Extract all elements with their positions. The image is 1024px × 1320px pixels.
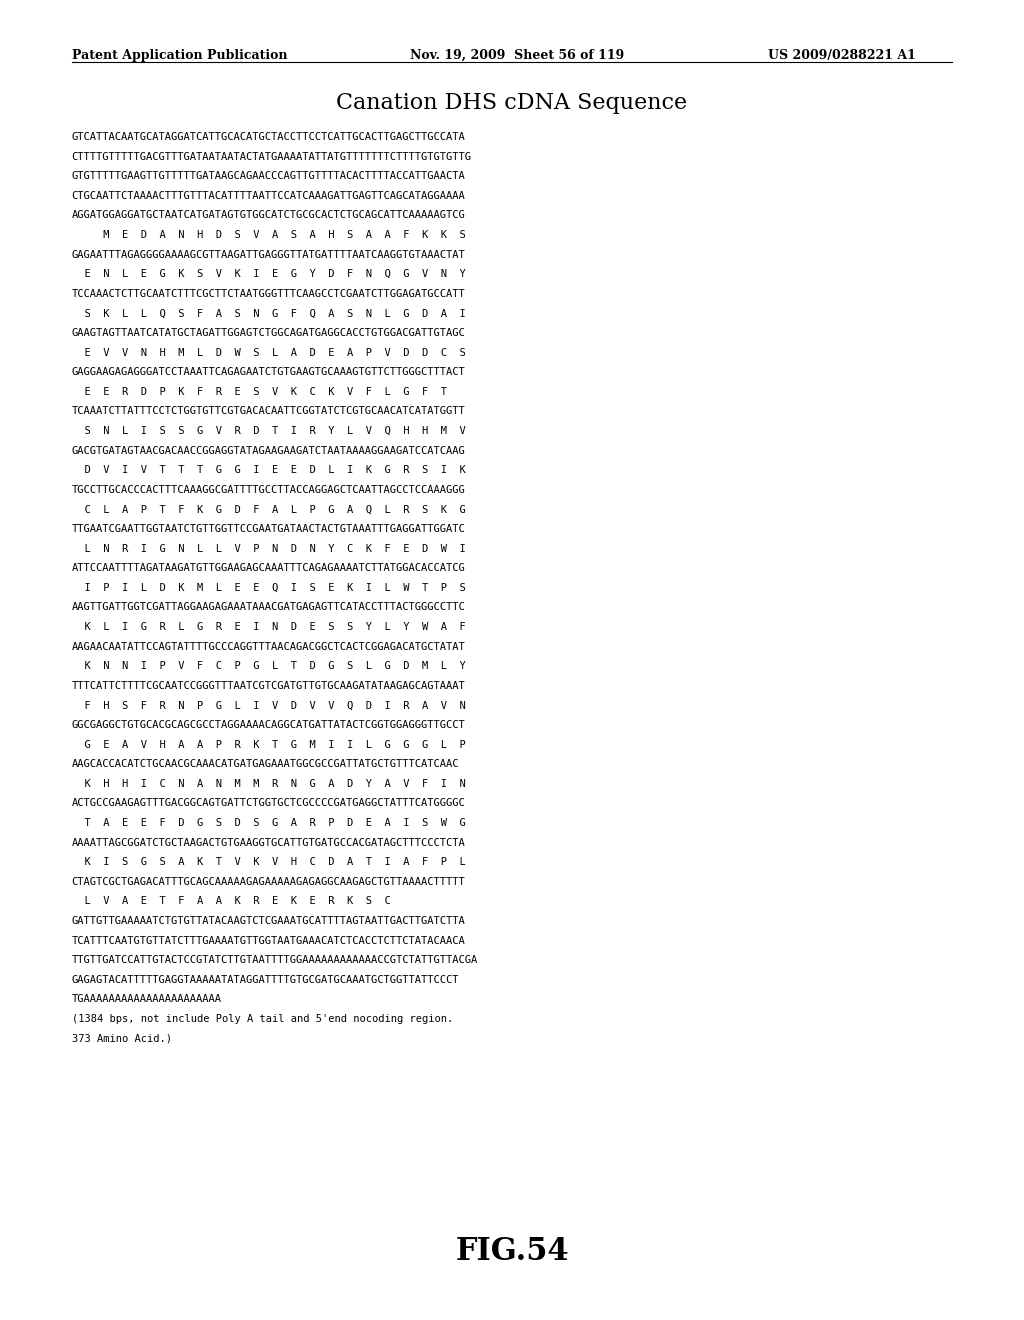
Text: Nov. 19, 2009  Sheet 56 of 119: Nov. 19, 2009 Sheet 56 of 119 bbox=[410, 49, 624, 62]
Text: Patent Application Publication: Patent Application Publication bbox=[72, 49, 287, 62]
Text: CTAGTCGCTGAGACATTTGCAGCAAAAAGAGAAAAAGAGAGGCAAGAGCTGTTAAAACTTTTT: CTAGTCGCTGAGACATTTGCAGCAAAAAGAGAAAAAGAGA… bbox=[72, 876, 466, 887]
Text: FIG.54: FIG.54 bbox=[456, 1237, 568, 1267]
Text: TCAAATCTTATTTCCTCTGGTGTTCGTGACACAATTCGGTATCTCGTGCAACATCATATGGTT: TCAAATCTTATTTCCTCTGGTGTTCGTGACACAATTCGGT… bbox=[72, 407, 466, 416]
Text: I  P  I  L  D  K  M  L  E  E  Q  I  S  E  K  I  L  W  T  P  S: I P I L D K M L E E Q I S E K I L W T P … bbox=[72, 583, 466, 593]
Text: G  E  A  V  H  A  A  P  R  K  T  G  M  I  I  L  G  G  G  L  P: G E A V H A A P R K T G M I I L G G G L … bbox=[72, 739, 466, 750]
Text: GAGGAAGAGAGGGATCCTAAATTCAGAGAATCTGTGAAGTGCAAAGTGTTCTTGGGCTTTACT: GAGGAAGAGAGGGATCCTAAATTCAGAGAATCTGTGAAGT… bbox=[72, 367, 466, 378]
Text: TGAAAAAAAAAAAAAAAAAAAAAA: TGAAAAAAAAAAAAAAAAAAAAAA bbox=[72, 994, 221, 1005]
Text: ATTCCAATTTTAGATAAGATGTTGGAAGAGCAAATTTCAGAGAAAATCTTATGGACACCATCG: ATTCCAATTTTAGATAAGATGTTGGAAGAGCAAATTTCAG… bbox=[72, 564, 466, 573]
Text: C  L  A  P  T  F  K  G  D  F  A  L  P  G  A  Q  L  R  S  K  G: C L A P T F K G D F A L P G A Q L R S K … bbox=[72, 504, 466, 515]
Text: (1384 bps, not include Poly A tail and 5'end nocoding region.: (1384 bps, not include Poly A tail and 5… bbox=[72, 1014, 453, 1024]
Text: E  N  L  E  G  K  S  V  K  I  E  G  Y  D  F  N  Q  G  V  N  Y: E N L E G K S V K I E G Y D F N Q G V N … bbox=[72, 269, 466, 280]
Text: US 2009/0288221 A1: US 2009/0288221 A1 bbox=[768, 49, 915, 62]
Text: GACGTGATAGTAACGACAACCGGAGGTATAGAAGAAGATCTAATAAAAGGAAGATCCATCAAG: GACGTGATAGTAACGACAACCGGAGGTATAGAAGAAGATC… bbox=[72, 446, 466, 455]
Text: GGCGAGGCTGTGCACGCAGCGCCTAGGAAAACAGGCATGATTATACTCGGTGGAGGGTTGCCT: GGCGAGGCTGTGCACGCAGCGCCTAGGAAAACAGGCATGA… bbox=[72, 721, 466, 730]
Text: E  E  R  D  P  K  F  R  E  S  V  K  C  K  V  F  L  G  F  T: E E R D P K F R E S V K C K V F L G F T bbox=[72, 387, 446, 397]
Text: AGGATGGAGGATGCTAATCATGATAGTGTGGCATCTGCGCACTCTGCAGCATTCAAAAAGTCG: AGGATGGAGGATGCTAATCATGATAGTGTGGCATCTGCGC… bbox=[72, 210, 466, 220]
Text: D  V  I  V  T  T  T  G  G  I  E  E  D  L  I  K  G  R  S  I  K: D V I V T T T G G I E E D L I K G R S I … bbox=[72, 465, 466, 475]
Text: K  L  I  G  R  L  G  R  E  I  N  D  E  S  S  Y  L  Y  W  A  F: K L I G R L G R E I N D E S S Y L Y W A … bbox=[72, 622, 466, 632]
Text: E  V  V  N  H  M  L  D  W  S  L  A  D  E  A  P  V  D  D  C  S: E V V N H M L D W S L A D E A P V D D C … bbox=[72, 347, 466, 358]
Text: GAAGTAGTTAATCATATGCTAGATTGGAGTCTGGCAGATGAGGCACCTGTGGACGATTGTAGC: GAAGTAGTTAATCATATGCTAGATTGGAGTCTGGCAGATG… bbox=[72, 327, 466, 338]
Text: GTCATTACAATGCATAGGATCATTGCACATGCTACCTTCCTCATTGCACTTGAGCTTGCCATA: GTCATTACAATGCATAGGATCATTGCACATGCTACCTTCC… bbox=[72, 132, 466, 143]
Text: CTGCAATTCTAAAACTTTGTTTACATTTTAATTCCATCAAAGATTGAGTTCAGCATAGGAAAA: CTGCAATTCTAAAACTTTGTTTACATTTTAATTCCATCAA… bbox=[72, 191, 466, 201]
Text: TCATTTCAATGTGTTATCTTTGAAAATGTTGGTAATGAAACATCTCACCTCTTCTATACAACA: TCATTTCAATGTGTTATCTTTGAAAATGTTGGTAATGAAA… bbox=[72, 936, 466, 945]
Text: S  K  L  L  Q  S  F  A  S  N  G  F  Q  A  S  N  L  G  D  A  I: S K L L Q S F A S N G F Q A S N L G D A … bbox=[72, 309, 466, 318]
Text: GTGTTTTTGAAGTTGTTTTTGATAAGCAGAACCCAGTTGTTTTACACTTTTACCATTGAACTA: GTGTTTTTGAAGTTGTTTTTGATAAGCAGAACCCAGTTGT… bbox=[72, 172, 466, 181]
Text: K  I  S  G  S  A  K  T  V  K  V  H  C  D  A  T  I  A  F  P  L: K I S G S A K T V K V H C D A T I A F P … bbox=[72, 857, 466, 867]
Text: AAGTTGATTGGTCGATTAGGAAGAGAAATAAACGATGAGAGTTCATACCTTTACTGGGCCTTC: AAGTTGATTGGTCGATTAGGAAGAGAAATAAACGATGAGA… bbox=[72, 602, 466, 612]
Text: K  N  N  I  P  V  F  C  P  G  L  T  D  G  S  L  G  D  M  L  Y: K N N I P V F C P G L T D G S L G D M L … bbox=[72, 661, 466, 672]
Text: TTGAATCGAATTGGTAATCTGTTGGTTCCGAATGATAACTACTGTAAATTTGAGGATTGGATC: TTGAATCGAATTGGTAATCTGTTGGTTCCGAATGATAACT… bbox=[72, 524, 466, 535]
Text: AAGAACAATATTCCAGTATTTTGCCCAGGTTTAACAGACGGCTCACTCGGAGACATGCTATAT: AAGAACAATATTCCAGTATTTTGCCCAGGTTTAACAGACG… bbox=[72, 642, 466, 652]
Text: TGCCTTGCACCCACTTTCAAAGGCGATTTTGCCTTACCAGGAGCTCAATTAGCCTCCAAAGGG: TGCCTTGCACCCACTTTCAAAGGCGATTTTGCCTTACCAG… bbox=[72, 484, 466, 495]
Text: TCCAAACTCTTGCAATCTTTCGCTTCTAATGGGTTTCAAGCCTCGAATCTTGGAGATGCCATT: TCCAAACTCTTGCAATCTTTCGCTTCTAATGGGTTTCAAG… bbox=[72, 289, 466, 298]
Text: TTGTTGATCCATTGTACTCCGTATCTTGTAATTTTGGAAAAAAAAAAAACCGTCTATTGTTACGA: TTGTTGATCCATTGTACTCCGTATCTTGTAATTTTGGAAA… bbox=[72, 956, 478, 965]
Text: L  N  R  I  G  N  L  L  V  P  N  D  N  Y  C  K  F  E  D  W  I: L N R I G N L L V P N D N Y C K F E D W … bbox=[72, 544, 466, 553]
Text: GAGAATTTAGAGGGGAAAAGCGTTAAGATTGAGGGTTATGATTTTAATCAAGGTGTAAACTAT: GAGAATTTAGAGGGGAAAAGCGTTAAGATTGAGGGTTATG… bbox=[72, 249, 466, 260]
Text: AAAATTAGCGGATCTGCTAAGACTGTGAAGGTGCATTGTGATGCCACGATAGCTTTCCCTCTA: AAAATTAGCGGATCTGCTAAGACTGTGAAGGTGCATTGTG… bbox=[72, 838, 466, 847]
Text: S  N  L  I  S  S  G  V  R  D  T  I  R  Y  L  V  Q  H  H  M  V: S N L I S S G V R D T I R Y L V Q H H M … bbox=[72, 426, 466, 436]
Text: 373 Amino Acid.): 373 Amino Acid.) bbox=[72, 1034, 172, 1044]
Text: GATTGTTGAAAAATCTGTGTTATACAAGTCTCGAAATGCATTTTAGTAATTGACTTGATCTTA: GATTGTTGAAAAATCTGTGTTATACAAGTCTCGAAATGCA… bbox=[72, 916, 466, 927]
Text: Canation DHS cDNA Sequence: Canation DHS cDNA Sequence bbox=[337, 92, 687, 115]
Text: TTTCATTCTTTTCGCAATCCGGGTTTAATCGTCGATGTTGTGCAAGATATAAGAGCAGTAAAT: TTTCATTCTTTTCGCAATCCGGGTTTAATCGTCGATGTTG… bbox=[72, 681, 466, 690]
Text: K  H  H  I  C  N  A  N  M  M  R  N  G  A  D  Y  A  V  F  I  N: K H H I C N A N M M R N G A D Y A V F I … bbox=[72, 779, 466, 789]
Text: F  H  S  F  R  N  P  G  L  I  V  D  V  V  Q  D  I  R  A  V  N: F H S F R N P G L I V D V V Q D I R A V … bbox=[72, 701, 466, 710]
Text: AAGCACCACATCTGCAACGCAAACATGATGAGAAATGGCGCCGATTATGCTGTTTCATCAAC: AAGCACCACATCTGCAACGCAAACATGATGAGAAATGGCG… bbox=[72, 759, 459, 770]
Text: GAGAGTACATTTTTGAGGTAAAAATATAGGATTTTGTGCGATGCAAATGCTGGTTATTCCCT: GAGAGTACATTTTTGAGGTAAAAATATAGGATTTTGTGCG… bbox=[72, 975, 459, 985]
Text: CTTTTGTTTTTGACGTTTGATAATAATACTATGAAAATATTATGTTTTTTTCTTTTGTGTGTTG: CTTTTGTTTTTGACGTTTGATAATAATACTATGAAAATAT… bbox=[72, 152, 472, 161]
Text: T  A  E  E  F  D  G  S  D  S  G  A  R  P  D  E  A  I  S  W  G: T A E E F D G S D S G A R P D E A I S W … bbox=[72, 818, 466, 828]
Text: M  E  D  A  N  H  D  S  V  A  S  A  H  S  A  A  F  K  K  S: M E D A N H D S V A S A H S A A F K K S bbox=[72, 230, 466, 240]
Text: ACTGCCGAAGAGTTTGACGGCAGTGATTCTGGTGCTCGCCCCGATGAGGCTATTTCATGGGGC: ACTGCCGAAGAGTTTGACGGCAGTGATTCTGGTGCTCGCC… bbox=[72, 799, 466, 808]
Text: L  V  A  E  T  F  A  A  K  R  E  K  E  R  K  S  C: L V A E T F A A K R E K E R K S C bbox=[72, 896, 390, 907]
